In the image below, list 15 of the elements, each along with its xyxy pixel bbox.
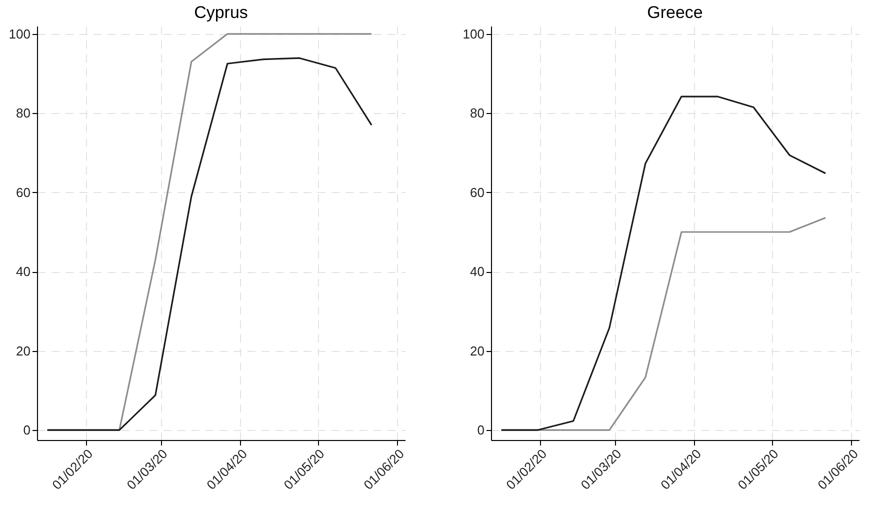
y-tick-label: 100: [462, 26, 484, 42]
y-tick-label: 100: [8, 26, 30, 42]
y-tick-label: 20: [470, 343, 484, 358]
y-tick-label: 40: [470, 264, 484, 280]
chart-title: Cyprus: [194, 3, 248, 22]
y-tick-label: 0: [477, 422, 484, 438]
y-tick-label: 20: [16, 343, 30, 358]
y-tick-label: 60: [470, 184, 484, 200]
line-series: [500, 96, 826, 431]
y-tick-label: 80: [470, 106, 484, 121]
y-tick-label: 40: [16, 264, 30, 280]
y-tick-label: 80: [16, 106, 30, 121]
y-tick-label: 0: [23, 422, 30, 438]
y-tick-label: 60: [16, 184, 30, 200]
chart-title: Greece: [647, 3, 703, 22]
